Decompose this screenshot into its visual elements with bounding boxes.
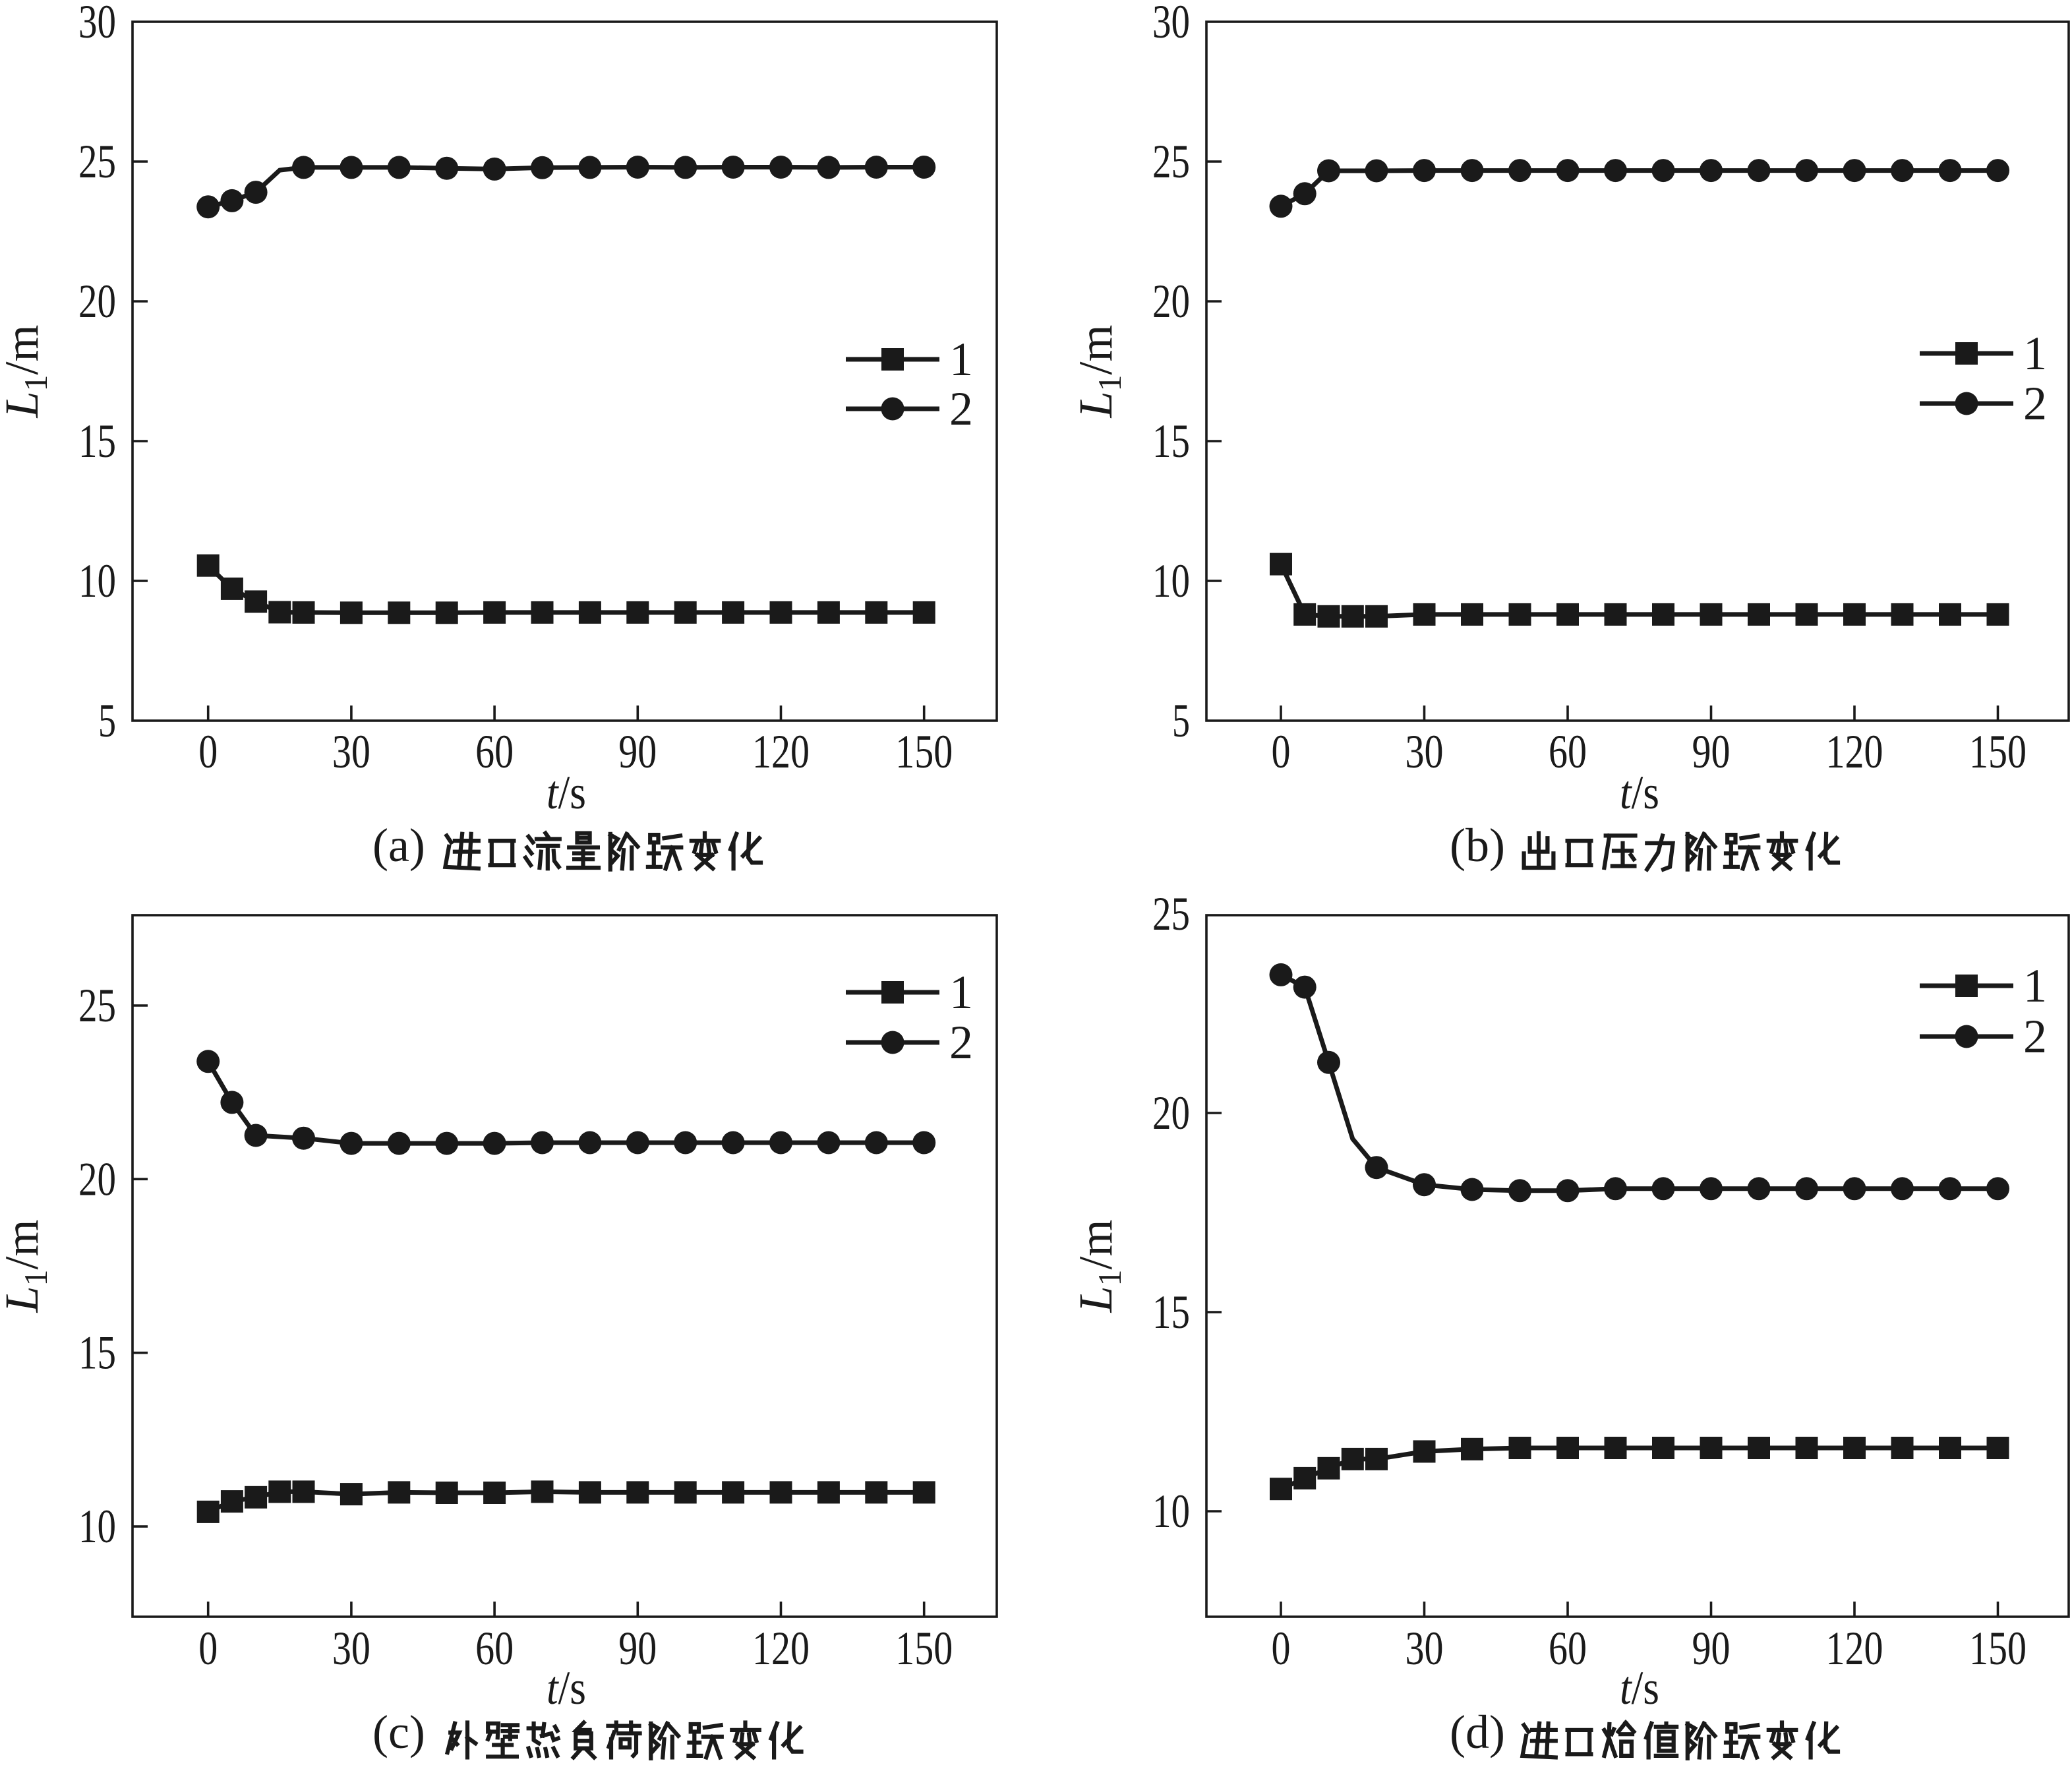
svg-text:L1/m: L1/m <box>0 1219 54 1313</box>
svg-text:(b): (b) <box>1450 819 1505 872</box>
svg-text:1: 1 <box>2023 959 2047 1012</box>
svg-text:30: 30 <box>332 725 370 778</box>
svg-text:25: 25 <box>78 135 116 188</box>
svg-text:10: 10 <box>78 1500 116 1553</box>
svg-text:30: 30 <box>1406 1622 1444 1675</box>
svg-text:30: 30 <box>1152 0 1190 48</box>
svg-text:25: 25 <box>1152 135 1190 188</box>
svg-text:90: 90 <box>1692 1622 1731 1675</box>
svg-text:t/s: t/s <box>547 766 586 819</box>
svg-text:60: 60 <box>475 1622 514 1675</box>
svg-text:20: 20 <box>1152 1087 1190 1139</box>
svg-text:0: 0 <box>198 1622 218 1675</box>
svg-text:2: 2 <box>949 1016 973 1069</box>
svg-text:30: 30 <box>1406 725 1444 778</box>
svg-text:90: 90 <box>618 725 657 778</box>
svg-text:5: 5 <box>1172 694 1190 747</box>
svg-text:(a): (a) <box>372 819 425 872</box>
svg-text:(d): (d) <box>1450 1706 1505 1758</box>
svg-text:120: 120 <box>752 725 810 778</box>
svg-text:60: 60 <box>475 725 514 778</box>
svg-text:2: 2 <box>2023 377 2047 430</box>
svg-text:t/s: t/s <box>547 1662 586 1714</box>
svg-text:10: 10 <box>1152 1485 1190 1538</box>
svg-text:2: 2 <box>2023 1010 2047 1063</box>
svg-text:20: 20 <box>1152 275 1190 328</box>
svg-text:25: 25 <box>1152 887 1190 940</box>
svg-text:L1/m: L1/m <box>1069 324 1128 418</box>
svg-text:(c): (c) <box>372 1706 425 1758</box>
svg-text:90: 90 <box>618 1622 657 1675</box>
svg-text:10: 10 <box>78 555 116 607</box>
svg-text:t/s: t/s <box>1620 1662 1659 1714</box>
svg-text:30: 30 <box>332 1622 370 1675</box>
svg-text:25: 25 <box>78 979 116 1032</box>
svg-text:150: 150 <box>895 725 953 778</box>
svg-text:30: 30 <box>78 0 116 48</box>
svg-text:15: 15 <box>1152 415 1190 467</box>
svg-text:120: 120 <box>1826 725 1883 778</box>
svg-text:1: 1 <box>949 966 973 1019</box>
svg-text:2: 2 <box>949 382 973 435</box>
svg-text:60: 60 <box>1549 1622 1587 1675</box>
svg-text:t/s: t/s <box>1620 766 1659 819</box>
svg-text:15: 15 <box>78 1327 116 1379</box>
svg-text:0: 0 <box>198 725 218 778</box>
svg-text:60: 60 <box>1549 725 1587 778</box>
svg-text:20: 20 <box>78 275 116 328</box>
svg-text:15: 15 <box>78 415 116 467</box>
svg-text:L1/m: L1/m <box>0 324 54 418</box>
svg-text:150: 150 <box>1969 725 2027 778</box>
svg-text:10: 10 <box>1152 555 1190 607</box>
svg-text:120: 120 <box>752 1622 810 1675</box>
svg-text:0: 0 <box>1272 725 1291 778</box>
svg-text:0: 0 <box>1272 1622 1291 1675</box>
svg-text:1: 1 <box>2023 327 2047 380</box>
svg-text:1: 1 <box>949 333 973 386</box>
svg-text:150: 150 <box>895 1622 953 1675</box>
svg-text:90: 90 <box>1692 725 1731 778</box>
svg-text:5: 5 <box>98 694 116 747</box>
svg-text:L1/m: L1/m <box>1069 1219 1128 1313</box>
svg-text:150: 150 <box>1969 1622 2027 1675</box>
svg-text:15: 15 <box>1152 1286 1190 1338</box>
svg-text:20: 20 <box>78 1153 116 1205</box>
svg-text:120: 120 <box>1826 1622 1883 1675</box>
